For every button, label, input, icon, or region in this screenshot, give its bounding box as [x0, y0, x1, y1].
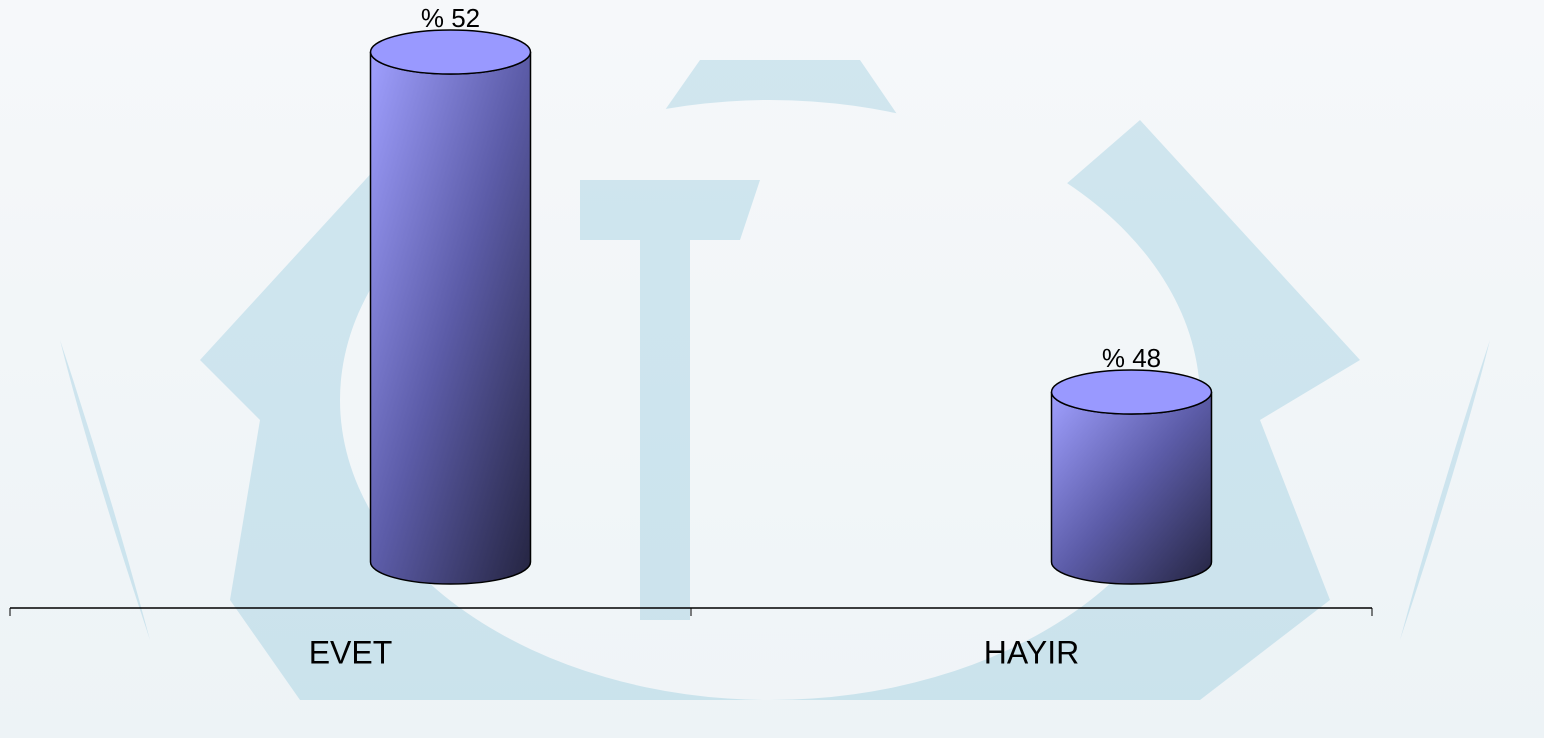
x-tick-label: EVET	[309, 634, 393, 670]
bar	[371, 52, 531, 584]
x-tick-label: HAYIR	[984, 634, 1079, 670]
bar-cap	[1052, 370, 1212, 414]
value-label: % 48	[1102, 343, 1161, 373]
bar	[1052, 392, 1212, 584]
chart: EVET % 52 HAYIR % 48	[0, 0, 1544, 738]
value-label: % 52	[421, 3, 480, 33]
page: EVET% 52HAYIR% 48 (() => { const data = …	[0, 0, 1544, 738]
bar-cap	[371, 30, 531, 74]
